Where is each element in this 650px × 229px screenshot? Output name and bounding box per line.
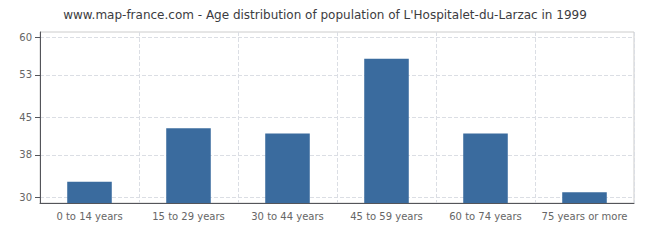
svg-text:45: 45 xyxy=(19,112,32,123)
svg-text:60 to 74 years: 60 to 74 years xyxy=(449,211,522,222)
svg-text:45 to 59 years: 45 to 59 years xyxy=(350,211,423,222)
svg-text:75 years or more: 75 years or more xyxy=(542,211,628,222)
svg-text:0 to 14 years: 0 to 14 years xyxy=(56,211,122,222)
svg-text:60: 60 xyxy=(19,32,32,43)
svg-text:30: 30 xyxy=(19,192,32,203)
svg-text:30 to 44 years: 30 to 44 years xyxy=(251,211,324,222)
svg-text:53: 53 xyxy=(19,69,32,80)
svg-text:www.map-france.com - Age distr: www.map-france.com - Age distribution of… xyxy=(63,8,587,22)
svg-text:15 to 29 years: 15 to 29 years xyxy=(152,211,225,222)
svg-text:38: 38 xyxy=(19,149,32,160)
